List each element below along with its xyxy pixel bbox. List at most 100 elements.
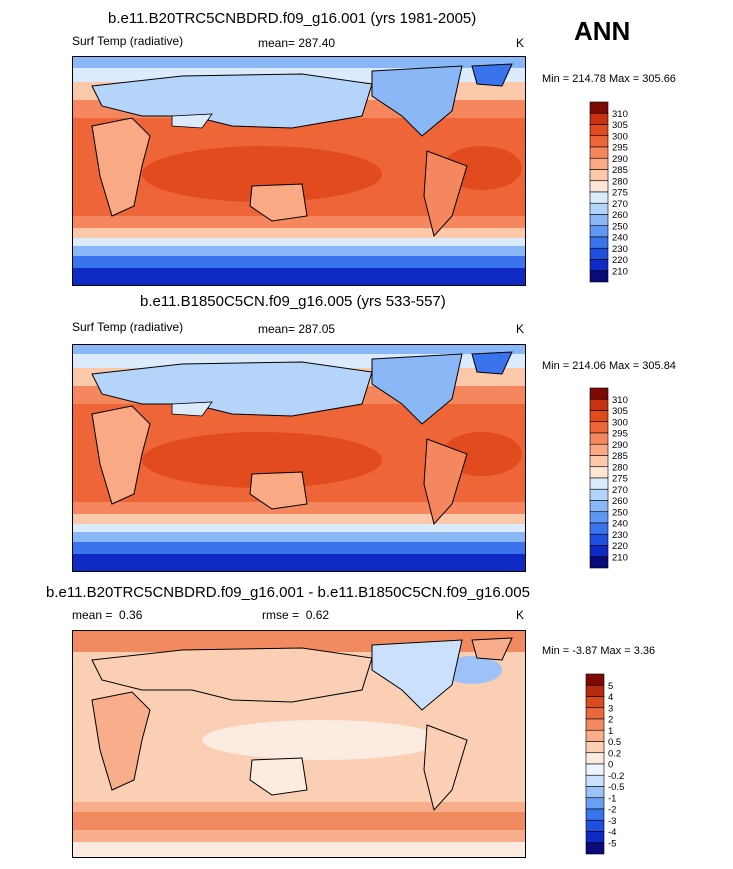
panel2-colorbar-box-0 bbox=[589, 387, 609, 400]
panel1-colorbar-box-14 bbox=[589, 259, 609, 272]
panel2-colorbar-box-4 bbox=[589, 432, 609, 445]
panel1-colorbar-tick-label: 285 bbox=[612, 165, 628, 176]
panel1-colorbar-box-1 bbox=[589, 112, 609, 125]
panel1-colorbar-box-5 bbox=[589, 157, 609, 170]
panel1-colorbar-tick-label: 310 bbox=[612, 109, 628, 120]
panel2-mean-label: mean= bbox=[258, 322, 296, 336]
panel2-greenland bbox=[471, 351, 513, 375]
panel3-colorbar-box-1 bbox=[585, 684, 605, 697]
panel2-colorbar-box-3 bbox=[589, 421, 609, 434]
panel1-mean-value: 287.40 bbox=[298, 36, 336, 50]
panel1-colorbar-box-4 bbox=[589, 146, 609, 159]
panel1-title: b.e11.B20TRC5CNBDRD.f09_g16.001 (yrs 198… bbox=[108, 10, 477, 27]
panel3-trop-light bbox=[202, 720, 442, 760]
panel3-colorbar-tick-label: 0 bbox=[608, 760, 613, 771]
panel1-colorbar-box-7 bbox=[589, 180, 609, 193]
panel2-colorbar-tick-label: 270 bbox=[612, 485, 628, 496]
panel3-colorbar-box-5 bbox=[585, 729, 605, 742]
panel1-units: K bbox=[516, 36, 525, 50]
panel2-warmpool bbox=[142, 432, 382, 488]
panel2-colorbar-tick-label: 240 bbox=[612, 519, 628, 530]
panel2-colorbar-box-15 bbox=[589, 556, 609, 569]
panel1-colorbar-tick-label: 295 bbox=[612, 143, 628, 154]
panel3-australia bbox=[249, 757, 308, 796]
panel2-title: b.e11.B1850C5CN.f09_g16.005 (yrs 533-557… bbox=[140, 293, 446, 310]
panel3-colorbar-box-11 bbox=[585, 797, 605, 810]
panel1-minmax: Min = 214.78 Max = 305.66 bbox=[542, 73, 676, 85]
panel1-colorbar-box-0 bbox=[589, 101, 609, 114]
panel1-colorbar-box-12 bbox=[589, 236, 609, 249]
panel3-eurasia bbox=[91, 647, 373, 703]
panel2-units: K bbox=[516, 322, 525, 336]
panel2-colorbar-box-7 bbox=[589, 466, 609, 479]
panel2-colorbar-box-5 bbox=[589, 443, 609, 456]
panel1-colorbar-tick-label: 300 bbox=[612, 131, 628, 142]
panel1-band-south-6 bbox=[72, 268, 526, 286]
panel3-colorbar-tick-label: 0.2 bbox=[608, 748, 621, 759]
panel1-colorbar-tick-label: 275 bbox=[612, 188, 628, 199]
panel2-colorbar-box-13 bbox=[589, 533, 609, 546]
panel3-colorbar-box-3 bbox=[585, 707, 605, 720]
panel3-colorbar-tick-label: 0.5 bbox=[608, 737, 621, 748]
panel3-colorbar-box-7 bbox=[585, 752, 605, 765]
season-label: ANN bbox=[574, 16, 631, 46]
panel2-map bbox=[72, 344, 526, 572]
panel3-colorbar-box-12 bbox=[585, 808, 605, 821]
panel2-australia bbox=[249, 471, 308, 510]
panel3-colorbar-box-4 bbox=[585, 718, 605, 731]
panel2-map-frame bbox=[72, 344, 526, 572]
panel3-colorbar-box-9 bbox=[585, 774, 605, 787]
panel2-colorbar-box-2 bbox=[589, 410, 609, 423]
panel3-colorbar-tick-label: 5 bbox=[608, 681, 613, 692]
panel1-colorbar-tick-label: 305 bbox=[612, 120, 628, 131]
panel2-colorbar-tick-label: 285 bbox=[612, 451, 628, 462]
panel3-colorbar-box-8 bbox=[585, 763, 605, 776]
panel3-colorbar-box-0 bbox=[585, 673, 605, 686]
panel2-colorbar-box-11 bbox=[589, 511, 609, 524]
panel1-band-north-4 bbox=[72, 56, 526, 68]
panel1-warmpool bbox=[142, 146, 382, 202]
panel1-colorbar-box-3 bbox=[589, 135, 609, 148]
panel1-colorbar-box-6 bbox=[589, 169, 609, 182]
panel2-band-north-4 bbox=[72, 344, 526, 354]
panel3-title: b.e11.B20TRC5CNBDRD.f09_g16.001 - b.e11.… bbox=[46, 584, 530, 601]
panel3-greenland bbox=[471, 637, 513, 661]
panel2-samerica bbox=[423, 438, 468, 526]
panel3-colorbar-tick-label: -1 bbox=[608, 793, 616, 804]
panel1-colorbar-tick-label: 230 bbox=[612, 244, 628, 255]
panel3-colorbar-box-6 bbox=[585, 741, 605, 754]
panel1-greenland bbox=[471, 63, 513, 87]
panel3-colorbar-box-10 bbox=[585, 786, 605, 799]
panel2-colorbar-tick-label: 260 bbox=[612, 496, 628, 507]
panel2-colorbar-tick-label: 230 bbox=[612, 530, 628, 541]
panel1-australia bbox=[249, 183, 308, 222]
panel1-colorbar: 3103053002952902852802752702602502402302… bbox=[589, 101, 628, 283]
panel3-colorbar-tick-label: 4 bbox=[608, 692, 613, 703]
panel1-namerica bbox=[371, 65, 463, 137]
panel3-namerica bbox=[371, 639, 463, 711]
panel1-mean-label: mean= bbox=[258, 36, 296, 50]
panel2-eurasia bbox=[91, 361, 373, 417]
panel2-colorbar-tick-label: 305 bbox=[612, 406, 628, 417]
panel2-variable-label: Surf Temp (radiative) bbox=[72, 320, 184, 334]
panel2-colorbar-tick-label: 290 bbox=[612, 440, 628, 451]
panel1-colorbar-tick-label: 290 bbox=[612, 154, 628, 165]
panel1-colorbar-box-2 bbox=[589, 124, 609, 137]
panel2-colorbar-box-10 bbox=[589, 500, 609, 513]
panel3-colorbar-box-13 bbox=[585, 819, 605, 832]
panel3-rmse: rmse = 0.62 bbox=[262, 608, 329, 622]
panel3-band-south-2 bbox=[72, 812, 526, 830]
panel3-colorbar-tick-label: -2 bbox=[608, 805, 616, 816]
panel2-colorbar-tick-label: 280 bbox=[612, 462, 628, 473]
panel2-tibet bbox=[171, 401, 213, 417]
panel3-band-polar bbox=[72, 842, 526, 858]
panel3-samerica bbox=[423, 724, 468, 812]
panel2-colorbar-box-12 bbox=[589, 522, 609, 535]
panel3-colorbar-box-14 bbox=[585, 831, 605, 844]
panel3-map-frame bbox=[72, 630, 526, 858]
panel2-colorbar-tick-label: 275 bbox=[612, 474, 628, 485]
panel2-colorbar: 3103053002952902852802752702602502402302… bbox=[589, 387, 628, 569]
panel2-colorbar-tick-label: 300 bbox=[612, 417, 628, 428]
panel2-namerica bbox=[371, 353, 463, 425]
panel2-colorbar-tick-label: 250 bbox=[612, 507, 628, 518]
